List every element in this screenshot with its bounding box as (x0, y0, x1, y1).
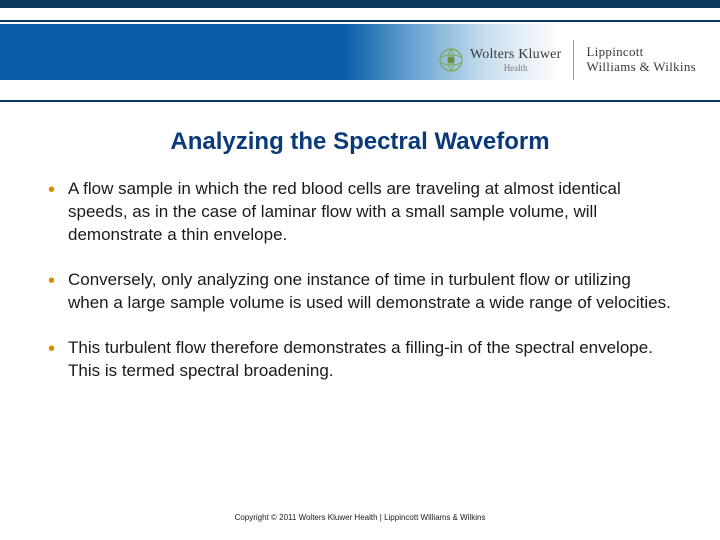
header-bottom-line (0, 100, 720, 102)
bullet-item: Conversely, only analyzing one instance … (44, 269, 676, 315)
lww-line1: Lippincott (586, 45, 696, 60)
brand-area: Wolters Kluwer Health Lippincott William… (438, 30, 696, 90)
bullet-list: A flow sample in which the red blood cel… (44, 178, 676, 383)
wk-brand-name: Wolters Kluwer (470, 48, 561, 62)
lww-brand-text: Lippincott Williams & Wilkins (586, 45, 696, 75)
copyright-footer: Copyright © 2011 Wolters Kluwer Health |… (0, 513, 720, 522)
lww-line2: Williams & Wilkins (586, 60, 696, 75)
wolters-kluwer-logo: Wolters Kluwer Health (438, 47, 561, 73)
slide-content: Analyzing the Spectral Waveform A flow s… (0, 104, 720, 383)
bullet-item: A flow sample in which the red blood cel… (44, 178, 676, 247)
wk-globe-icon (438, 47, 464, 73)
brand-divider (573, 40, 574, 80)
header-thin-line (0, 20, 720, 22)
slide-header: Wolters Kluwer Health Lippincott William… (0, 0, 720, 104)
header-top-bar (0, 0, 720, 8)
bullet-item: This turbulent flow therefore demonstrat… (44, 337, 676, 383)
wk-brand-sub: Health (470, 64, 561, 73)
wk-brand-text: Wolters Kluwer Health (470, 48, 561, 73)
slide-title: Analyzing the Spectral Waveform (44, 128, 676, 156)
